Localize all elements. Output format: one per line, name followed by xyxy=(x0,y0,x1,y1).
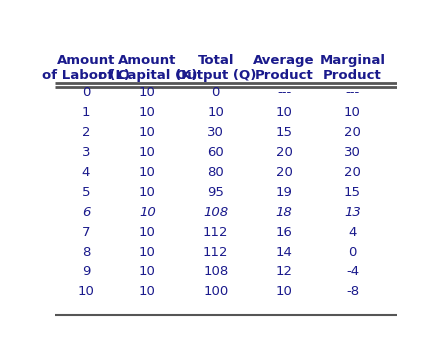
Text: ---: --- xyxy=(345,86,359,99)
Text: 18: 18 xyxy=(276,206,292,219)
Text: 20: 20 xyxy=(276,166,292,179)
Text: 16: 16 xyxy=(276,226,292,239)
Text: 100: 100 xyxy=(203,285,228,298)
Text: Total
Output (Q): Total Output (Q) xyxy=(176,54,256,82)
Text: 15: 15 xyxy=(344,186,361,199)
Text: 3: 3 xyxy=(82,146,90,159)
Text: 2: 2 xyxy=(82,126,90,139)
Text: 10: 10 xyxy=(139,265,156,279)
Text: 112: 112 xyxy=(203,246,228,258)
Text: 1: 1 xyxy=(82,106,90,119)
Text: 10: 10 xyxy=(139,285,156,298)
Text: 4: 4 xyxy=(82,166,90,179)
Text: Amount
of Labor (L): Amount of Labor (L) xyxy=(42,54,130,82)
Text: 5: 5 xyxy=(82,186,90,199)
Text: 95: 95 xyxy=(207,186,224,199)
Text: 12: 12 xyxy=(276,265,293,279)
Text: -8: -8 xyxy=(346,285,359,298)
Text: 10: 10 xyxy=(139,226,156,239)
Text: 19: 19 xyxy=(276,186,292,199)
Text: 10: 10 xyxy=(139,246,156,258)
Text: 80: 80 xyxy=(207,166,224,179)
Text: Marginal
Product: Marginal Product xyxy=(319,54,385,82)
Text: 15: 15 xyxy=(276,126,293,139)
Text: 0: 0 xyxy=(348,246,357,258)
Text: 20: 20 xyxy=(344,126,361,139)
Text: 10: 10 xyxy=(276,285,292,298)
Text: 10: 10 xyxy=(207,106,224,119)
Text: 10: 10 xyxy=(139,146,156,159)
Text: 108: 108 xyxy=(203,265,228,279)
Text: -4: -4 xyxy=(346,265,359,279)
Text: 112: 112 xyxy=(203,226,228,239)
Text: Average
Product: Average Product xyxy=(254,54,315,82)
Text: 10: 10 xyxy=(139,86,156,99)
Text: 108: 108 xyxy=(203,206,228,219)
Text: 30: 30 xyxy=(344,146,361,159)
Text: 7: 7 xyxy=(82,226,90,239)
Text: Amount
of Capital (K): Amount of Capital (K) xyxy=(97,54,197,82)
Text: 9: 9 xyxy=(82,265,90,279)
Text: 10: 10 xyxy=(139,166,156,179)
Text: 13: 13 xyxy=(344,206,361,219)
Text: 10: 10 xyxy=(139,106,156,119)
Text: 10: 10 xyxy=(139,126,156,139)
Text: ---: --- xyxy=(277,86,291,99)
Text: 30: 30 xyxy=(207,126,224,139)
Text: 10: 10 xyxy=(139,186,156,199)
Text: 10: 10 xyxy=(276,106,292,119)
Text: 6: 6 xyxy=(82,206,90,219)
Text: 20: 20 xyxy=(276,146,292,159)
Text: 10: 10 xyxy=(344,106,361,119)
Text: 8: 8 xyxy=(82,246,90,258)
Text: 14: 14 xyxy=(276,246,292,258)
Text: 0: 0 xyxy=(82,86,90,99)
Text: 10: 10 xyxy=(78,285,94,298)
Text: 20: 20 xyxy=(344,166,361,179)
Text: 10: 10 xyxy=(139,206,156,219)
Text: 4: 4 xyxy=(348,226,357,239)
Text: 0: 0 xyxy=(212,86,220,99)
Text: 60: 60 xyxy=(207,146,224,159)
